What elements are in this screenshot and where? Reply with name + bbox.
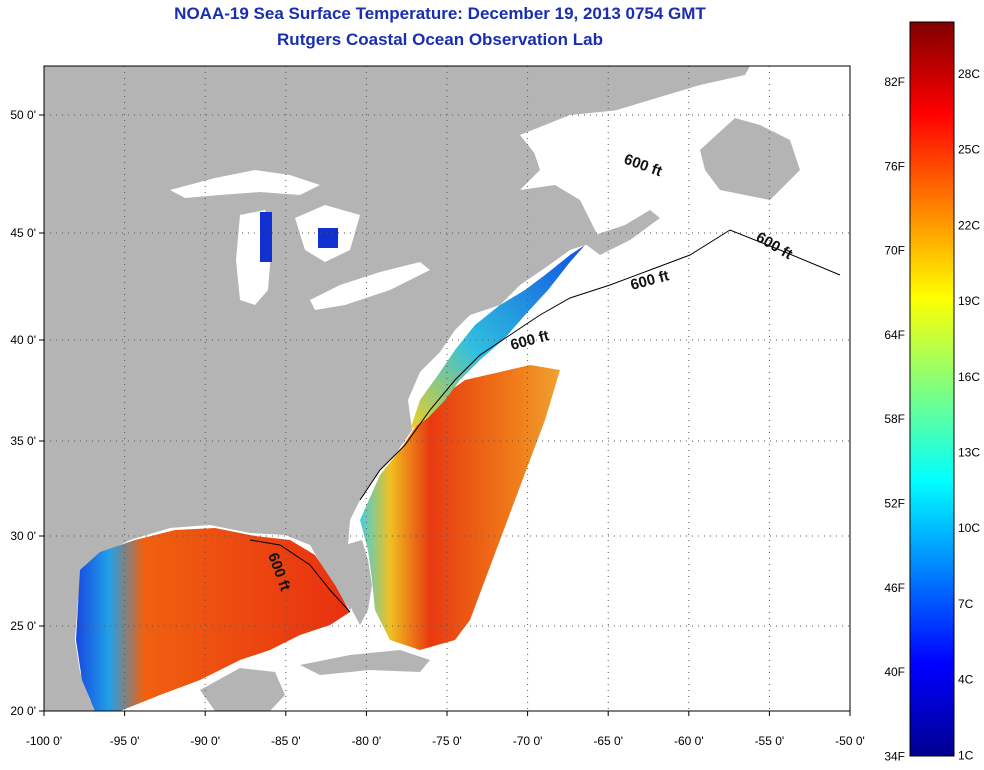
lat-tick-label: 40 0' (10, 333, 36, 347)
lat-tick-label: 35 0' (10, 434, 36, 448)
lon-tick-label: -50 0' (835, 734, 865, 748)
lon-tick-label: -95 0' (110, 734, 140, 748)
lon-tick-label: -90 0' (190, 734, 220, 748)
lon-tick-label: -75 0' (432, 734, 462, 748)
colorbar-f-label: 82F (884, 75, 905, 89)
colorbar-c-label: 10C (958, 521, 980, 535)
map-title: NOAA-19 Sea Surface Temperature: Decembe… (174, 4, 706, 23)
colorbar-f-label: 34F (884, 749, 905, 763)
colorbar-f-label: 52F (884, 497, 905, 511)
lat-tick-label: 45 0' (10, 226, 36, 240)
lat-tick-label: 50 0' (10, 108, 36, 122)
land-yucatan (200, 668, 285, 711)
sst-gulf-of-mexico (76, 528, 350, 711)
lake-erie-ontario (310, 262, 430, 310)
map-subtitle: Rutgers Coastal Ocean Observation Lab (277, 30, 603, 49)
lon-tick-label: -80 0' (352, 734, 382, 748)
land-florida (345, 540, 372, 625)
land-newfoundland (700, 118, 800, 200)
colorbar-c-label: 7C (958, 597, 974, 611)
colorbar-f-label: 76F (884, 159, 905, 173)
colorbar-f-label: 40F (884, 665, 905, 679)
sst-lake-huron (318, 228, 338, 248)
colorbar-f-label: 58F (884, 412, 905, 426)
contour-600ft (249, 229, 841, 613)
graticule (44, 66, 850, 711)
lon-tick-label: -55 0' (755, 734, 785, 748)
lat-tick-label: 30 0' (10, 529, 36, 543)
colorbar-f-label: 64F (884, 328, 905, 342)
lake-superior (170, 170, 320, 198)
lon-tick-label: -70 0' (513, 734, 543, 748)
colorbar-fahrenheit-labels: 82F 76F 70F 64F 58F 52F 46F 40F 34F (884, 75, 905, 763)
sst-atlantic-coastal (410, 245, 585, 430)
sst-atlantic-warm (360, 365, 560, 650)
colorbar-c-label: 4C (958, 673, 974, 687)
lon-tick-label: -100 0' (26, 734, 62, 748)
sst-map: -100 0' -95 0' -90 0' -85 0' -80 0' -75 0' -70… (10, 65, 865, 748)
land-north-america (44, 66, 750, 711)
colorbar-f-label: 70F (884, 244, 905, 258)
lat-tick-label: 25 0' (10, 619, 36, 633)
hudson-bay-region (520, 110, 660, 160)
colorbar-celsius-labels: 28C 25C 22C 19C 16C 13C 10C 7C 4C 1C (958, 67, 980, 762)
lon-tick-label: -85 0' (271, 734, 301, 748)
colorbar-c-label: 13C (958, 446, 980, 460)
colorbar-f-label: 46F (884, 581, 905, 595)
lat-tick-label: 20 0' (10, 704, 36, 718)
gulf-st-lawrence (600, 160, 720, 215)
colorbar-gradient (909, 21, 955, 757)
land-cuba (300, 650, 430, 675)
sst-lake-michigan (260, 212, 272, 262)
lon-tick-label: -65 0' (593, 734, 623, 748)
colorbar-c-label: 28C (958, 67, 980, 81)
colorbar: 82F 76F 70F 64F 58F 52F 46F 40F 34F 28C 25C 22C 19C… (884, 21, 980, 763)
lon-tick-label: -60 0' (674, 734, 704, 748)
colorbar-c-label: 25C (958, 143, 980, 157)
latitude-axis: 50 0' 45 0' 40 0' 35 0' 30 0' 25 0' 20 0' (10, 108, 44, 718)
colorbar-c-label: 19C (958, 294, 980, 308)
longitude-axis: -100 0' -95 0' -90 0' -85 0' -80 0' -75 0' -70… (26, 711, 865, 748)
colorbar-c-label: 16C (958, 370, 980, 384)
colorbar-c-label: 22C (958, 218, 980, 232)
colorbar-c-label: 1C (958, 748, 974, 762)
